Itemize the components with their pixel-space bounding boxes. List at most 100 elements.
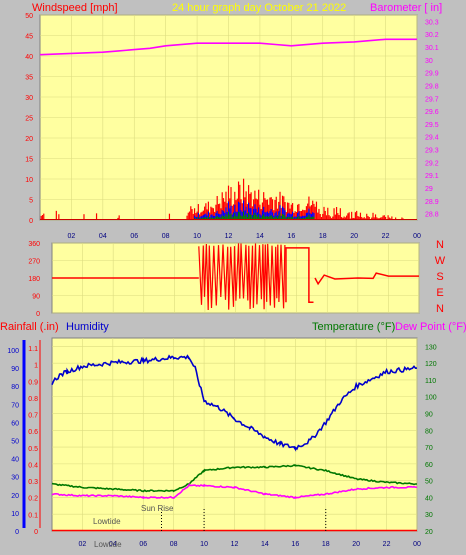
temp-x-tick-label: 16	[291, 541, 299, 548]
graph-title: 24 hour graph day October 21 2022	[172, 2, 346, 14]
barometer-tick-label: 29.6	[425, 109, 439, 116]
temperature-line	[51, 463, 417, 493]
temp-grid	[52, 338, 418, 532]
temp-tick-label: 40	[425, 495, 433, 502]
temperature-axis: 20 30 40 50 60 70 80 90 100 110 120 130	[425, 344, 437, 536]
humidity-line	[51, 354, 418, 452]
direction-box-line	[285, 247, 314, 304]
lowtide-label-top: Lowtide	[93, 517, 121, 526]
humidity-tick-label: 100	[7, 348, 19, 355]
barometer-tick-label: 28.9	[425, 199, 439, 206]
direction-post-line	[314, 272, 419, 286]
humidity-tick-label: 90	[11, 366, 19, 373]
humidity-tick-label: 10	[11, 511, 19, 518]
humidity-tick-label: 80	[11, 384, 19, 391]
humidity-tick-label: 20	[11, 493, 19, 500]
dewpoint-label: Dew Point (°F)	[395, 321, 466, 333]
wind-x-tick-label: 18	[319, 233, 327, 240]
temp-tick-label: 60	[425, 462, 433, 469]
compass-letter: N	[436, 303, 444, 315]
wind-tick-label: 45	[25, 34, 33, 41]
rain-tick-label: 0.5	[28, 446, 38, 453]
barometer-tick-label: 28.8	[425, 212, 439, 219]
rain-tick-label: 0.8	[28, 396, 38, 403]
wind-x-tick-label: 22	[382, 233, 390, 240]
temp-x-tick-label: 18	[322, 541, 330, 548]
temp-tick-label: 100	[425, 395, 437, 402]
compass-letter: S	[436, 271, 443, 283]
humidity-tick-label: 40	[11, 457, 19, 464]
direction-left-axis: 0 90 180 270 360	[28, 241, 40, 318]
direction-tick-label: 270	[28, 259, 40, 266]
direction-tick-label: 90	[32, 294, 40, 301]
humidity-tick-label: 30	[11, 475, 19, 482]
temp-lines	[51, 354, 418, 532]
rain-humidity-axis: 0 0.1 0.2 0.3 0.4 0.5 0.6 0.7 0.8 0.9 1 1.1 0 10 20 30 4…	[7, 346, 38, 536]
rain-tick-label: 0.1	[28, 512, 38, 519]
wind-tick-label: 35	[25, 75, 33, 82]
wind-grid	[40, 14, 418, 221]
wind-x-tick-label: 14	[256, 233, 264, 240]
temp-tick-label: 50	[425, 479, 433, 486]
temp-tick-label: 70	[425, 445, 433, 452]
wind-x-tick-label: 04	[99, 233, 107, 240]
temp-x-tick-label: 14	[261, 541, 269, 548]
direction-tick-label: 360	[28, 241, 40, 248]
wind-tick-label: 5	[29, 198, 33, 205]
temp-tick-label: 80	[425, 428, 433, 435]
wind-tick-label: 50	[25, 13, 33, 20]
barometer-tick-label: 29.1	[425, 173, 439, 180]
wind-x-tick-label: 12	[225, 233, 233, 240]
wind-x-tick-label: 06	[130, 233, 138, 240]
compass-letter: N	[436, 239, 444, 251]
barometer-tick-label: 29.9	[425, 71, 439, 78]
wind-tick-label: 25	[25, 116, 33, 123]
temp-x-tick-label: 12	[231, 541, 239, 548]
barometer-tick-label: 29.7	[425, 96, 439, 103]
wind-x-tick-label: 16	[287, 233, 295, 240]
wind-x-axis: 02 04 06 08 10 12 14 16 18 20 22 00	[68, 233, 421, 240]
windspeed-axis-title: Windspeed [mph]	[32, 2, 118, 14]
temp-x-tick-label: 10	[200, 541, 208, 548]
humidity-tick-label: 0	[15, 529, 19, 536]
temp-x-tick-label: 22	[383, 541, 391, 548]
temp-tick-label: 110	[425, 378, 436, 385]
barometer-tick-label: 29.5	[425, 122, 439, 129]
barometer-tick-label: 29	[425, 186, 433, 193]
compass-letter: E	[436, 287, 443, 299]
wind-x-tick-label: 00	[413, 233, 421, 240]
barometer-tick-label: 29.8	[425, 83, 439, 90]
rain-tick-label: 0.3	[28, 479, 38, 486]
wind-x-tick-label: 08	[162, 233, 170, 240]
humidity-tick-label: 70	[11, 402, 19, 409]
direction-variable-line	[198, 243, 286, 311]
rain-tick-label: 1	[34, 363, 38, 370]
humidity-tick-label: 50	[11, 439, 19, 446]
wind-tick-label: 20	[25, 136, 33, 143]
wind-bars	[40, 178, 417, 220]
temp-tick-label: 20	[425, 529, 433, 536]
rain-tick-label: 0.4	[28, 462, 38, 469]
barometer-tick-label: 30.2	[425, 32, 439, 39]
wind-x-tick-label: 10	[193, 233, 201, 240]
wind-tick-label: 15	[25, 157, 33, 164]
direction-tick-label: 180	[28, 276, 40, 283]
temp-x-tick-label: 08	[170, 541, 178, 548]
temp-x-tick-label: 20	[352, 541, 360, 548]
wind-x-tick-label: 20	[350, 233, 358, 240]
wind-tick-label: 40	[25, 54, 33, 61]
temperature-label: Temperature (°F)	[312, 321, 395, 333]
wind-tick-label: 10	[25, 177, 33, 184]
humidity-tick-label: 60	[11, 420, 19, 427]
wind-tick-label: 30	[25, 95, 33, 102]
barometer-tick-label: 29.4	[425, 135, 439, 142]
compass-letter: W	[435, 255, 446, 267]
rain-tick-label: 0.2	[28, 496, 38, 503]
rain-tick-label: 0.7	[28, 413, 38, 420]
rain-tick-label: 1.1	[28, 346, 38, 353]
direction-tick-label: 0	[36, 311, 40, 318]
barometer-tick-label: 30	[425, 58, 433, 65]
temp-tick-label: 130	[425, 344, 437, 351]
barometer-line	[39, 38, 417, 56]
